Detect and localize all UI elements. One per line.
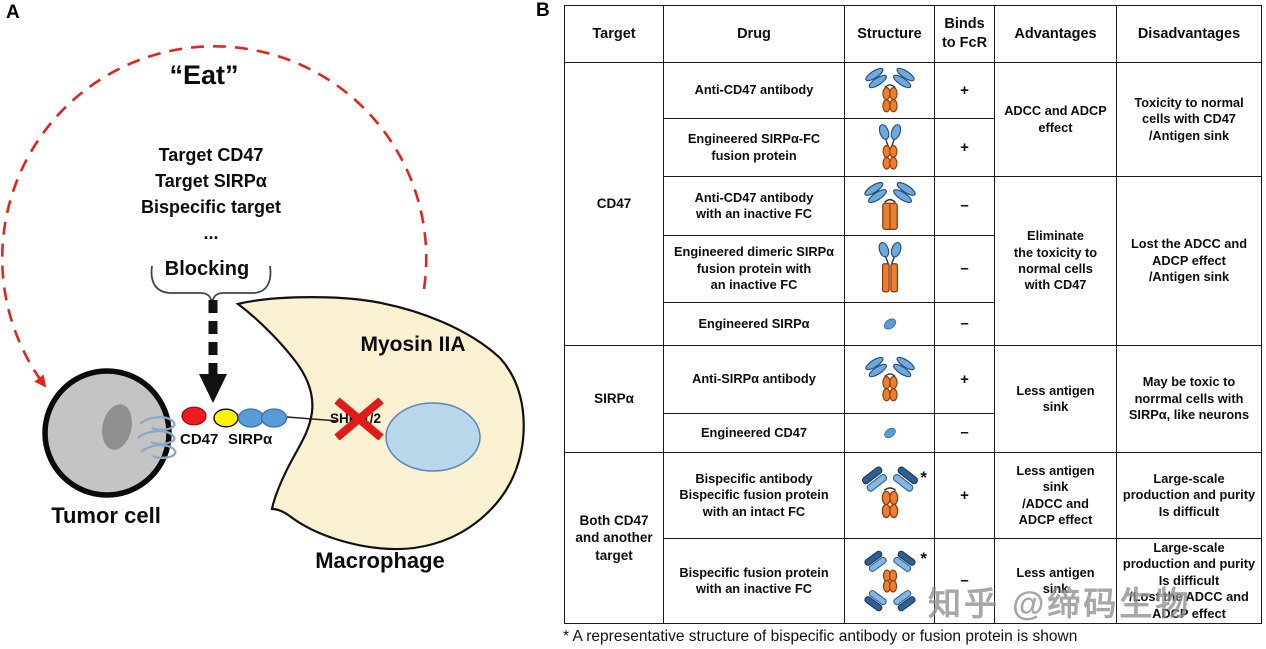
header-target: Target — [564, 5, 664, 63]
target-sirpa-cell: SIRPα — [564, 345, 664, 453]
eat-text: “Eat” — [169, 60, 239, 90]
header-drug: Drug — [663, 5, 845, 63]
igg-inactive-fc-icon — [861, 179, 919, 233]
bispecific-inactive-fc-icon — [862, 547, 918, 615]
binds-fcr-cell: – — [934, 235, 995, 303]
representative-structure-asterisk: * — [920, 548, 927, 568]
header-advantages: Advantages — [994, 5, 1117, 63]
disadvantages-cell: May be toxic to norrmal cells with SIRPα… — [1116, 345, 1262, 453]
disadvantages-cell: Large-scale production and purity Is dif… — [1116, 538, 1262, 624]
advantages-cell: Less antigen sink /ADCC and ADCP effect — [994, 452, 1117, 539]
disadvantages-cell: Large-scale production and purity Is dif… — [1116, 452, 1262, 539]
drug-cell: Engineered SIRPα-FC fusion protein — [663, 118, 845, 177]
sirpa-fc-fusion-icon — [863, 122, 917, 174]
table-row: Engineered SIRPα-FC fusion protein + — [565, 118, 1262, 177]
binds-fcr-cell: + — [934, 452, 995, 539]
drug-cell: Bispecific antibody Bispecific fusion pr… — [663, 452, 845, 539]
binds-fcr-cell: – — [934, 302, 995, 346]
drug-cell: Anti-SIRPα antibody — [663, 345, 845, 414]
table-row: Engineered SIRPα – — [565, 302, 1262, 346]
binds-fcr-cell: + — [934, 118, 995, 177]
cd47-oval — [181, 406, 207, 426]
sirpa-blue-oval-2 — [260, 408, 288, 428]
blocking-arrow — [199, 300, 227, 403]
tumor-cell-shape — [42, 368, 172, 498]
engineered-sirpa-oval-icon — [872, 307, 908, 341]
drug-comparison-table-wrap: Target Drug Structure Binds to FcR Advan… — [564, 5, 1262, 624]
drug-cell: Anti-CD47 antibody with an inactive FC — [663, 176, 845, 236]
igg-antibody-icon — [860, 354, 920, 406]
binds-fcr-cell: – — [934, 176, 995, 236]
blocking-label: Blocking — [164, 258, 250, 280]
table-row: Engineered CD47 – — [565, 413, 1262, 453]
engineered-cd47-oval-icon — [872, 417, 908, 449]
table-row: Both CD47 and another target Bispecific … — [564, 452, 1262, 624]
igg-antibody-icon — [860, 65, 920, 117]
table-row: CD47 Anti-CD47 antibody + ADCC and ADCP … — [564, 62, 1262, 346]
panel-a-diagram — [0, 45, 525, 551]
tumor-cell-nucleus — [102, 404, 132, 450]
macrophage-nucleus — [385, 402, 481, 472]
binds-fcr-cell: – — [934, 413, 995, 453]
table-header-row: Target Drug Structure Binds to FcR Advan… — [564, 5, 1262, 63]
target-strategies-text: Target CD47 Target SIRPα Bispecific targ… — [140, 145, 282, 244]
sirpa-label: SIRPα — [228, 431, 273, 448]
table-row: Anti-CD47 antibody with an inactive FC –… — [565, 176, 1262, 346]
header-disadvantages: Disadvantages — [1116, 5, 1262, 63]
panel-b-label: B — [536, 0, 550, 21]
tumor-cell-label: Tumor cell — [51, 503, 161, 528]
disadvantages-cell: Toxicity to normal cells with CD47 /Anti… — [1116, 62, 1262, 177]
cd47-label: CD47 — [180, 431, 219, 448]
advantages-cell: Eliminate the toxicity to normal cells w… — [994, 176, 1117, 346]
table-row: Engineered dimeric SIRPα fusion protein … — [565, 235, 1262, 303]
disadvantages-cell: Lost the ADCC and ADCP effect /Antigen s… — [1116, 176, 1262, 346]
advantages-cell: ADCC and ADCP effect — [994, 62, 1117, 177]
watermark: 知乎 @缔码生物 — [928, 585, 1192, 622]
table-row: Bispecific fusion protein with an inacti… — [565, 538, 1262, 624]
drug-cell: Engineered CD47 — [663, 413, 845, 453]
representative-structure-asterisk: * — [920, 467, 927, 487]
sirpa-yellow-oval — [213, 408, 239, 428]
target-both-cd47-cell: Both CD47 and another target — [564, 452, 664, 624]
drug-cell: Anti-CD47 antibody — [663, 62, 845, 119]
advantages-cell: Less antigen sink — [994, 345, 1117, 453]
drug-cell: Engineered SIRPα — [663, 302, 845, 346]
panel-a-label: A — [6, 2, 20, 23]
advantages-cell: Less antigen sink — [994, 538, 1117, 624]
shp-1-2-label: SHP-1/2 — [330, 411, 382, 426]
drug-cell: Bispecific fusion protein with an inacti… — [663, 538, 845, 624]
binds-fcr-cell: + — [934, 345, 995, 414]
myosin-iia-label: Myosin IIA — [360, 333, 466, 356]
footnote: * A representative structure of bispecif… — [563, 628, 1078, 645]
sirpa-blue-oval-1 — [237, 408, 265, 428]
header-binds-to-fcr: Binds to FcR — [934, 5, 995, 63]
bispecific-antibody-icon — [859, 466, 921, 526]
membrane-squiggle — [137, 415, 177, 459]
macrophage-label: Macrophage — [315, 548, 445, 573]
dimeric-fusion-inactive-fc-icon — [862, 239, 918, 299]
binds-fcr-cell: – — [934, 538, 995, 624]
header-structure: Structure — [844, 5, 935, 63]
drug-comparison-table: Target Drug Structure Binds to FcR Advan… — [564, 5, 1262, 624]
binds-fcr-cell: + — [934, 62, 995, 119]
drug-cell: Engineered dimeric SIRPα fusion protein … — [663, 235, 845, 303]
target-cd47-cell: CD47 — [564, 62, 664, 346]
table-row: SIRPα Anti-SIRPα antibody + Less antigen… — [564, 345, 1262, 453]
